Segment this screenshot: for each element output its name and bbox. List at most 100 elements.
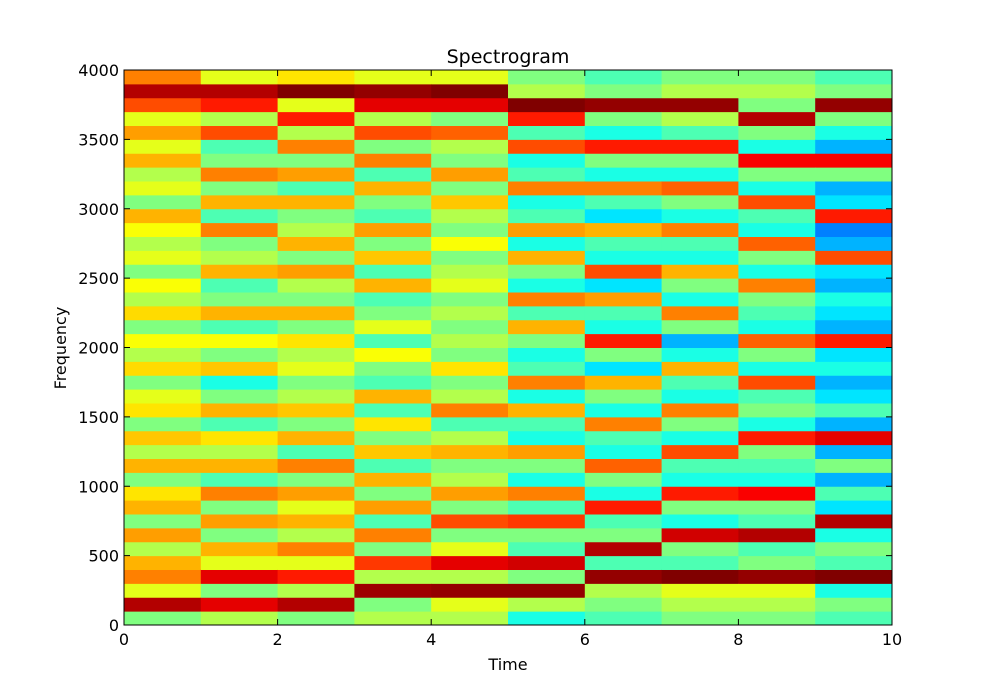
cell xyxy=(431,416,509,432)
cell xyxy=(661,222,739,237)
cell xyxy=(124,181,202,196)
cell xyxy=(200,83,279,99)
cell xyxy=(124,375,202,390)
cell xyxy=(508,125,586,140)
cell xyxy=(200,527,279,543)
cell xyxy=(661,444,739,459)
cell xyxy=(508,472,586,487)
cell xyxy=(431,514,509,529)
cell xyxy=(508,444,586,459)
cell xyxy=(815,500,893,515)
cell xyxy=(431,361,509,376)
cell xyxy=(200,597,279,612)
cell xyxy=(738,527,816,543)
cell xyxy=(815,583,893,598)
cell xyxy=(738,208,816,224)
cell xyxy=(738,83,816,99)
cell xyxy=(354,167,432,182)
cell xyxy=(815,111,893,126)
cell xyxy=(431,611,509,626)
cell xyxy=(584,70,663,85)
cell xyxy=(124,167,202,182)
cell xyxy=(200,305,279,321)
cell xyxy=(277,250,355,265)
cell xyxy=(124,305,202,321)
cell xyxy=(508,403,586,418)
cell xyxy=(661,153,739,168)
cell xyxy=(661,541,739,557)
cell xyxy=(200,555,279,570)
cell xyxy=(661,181,739,196)
cell xyxy=(584,250,663,265)
cell xyxy=(124,70,202,85)
cell xyxy=(431,153,509,168)
cell xyxy=(738,305,816,321)
cell xyxy=(354,527,432,543)
cell xyxy=(661,194,739,210)
cell xyxy=(124,222,202,237)
cell xyxy=(584,583,663,598)
cell xyxy=(200,347,279,362)
cell xyxy=(431,111,509,126)
cell xyxy=(200,97,279,113)
cell xyxy=(815,375,893,390)
cell xyxy=(277,597,355,612)
cell xyxy=(815,458,893,473)
cell xyxy=(277,292,355,307)
cell xyxy=(661,555,739,570)
cell xyxy=(431,458,509,473)
cell xyxy=(661,375,739,390)
cell xyxy=(431,333,509,348)
cell xyxy=(200,292,279,307)
cell xyxy=(815,611,893,626)
cell xyxy=(508,153,586,168)
cell xyxy=(815,444,893,459)
cell xyxy=(354,111,432,126)
cell xyxy=(661,305,739,321)
cell xyxy=(508,389,586,404)
cell xyxy=(738,194,816,210)
cell xyxy=(661,458,739,473)
cell xyxy=(354,278,432,293)
y-tick-label: 3000 xyxy=(78,200,119,219)
cell xyxy=(815,264,893,279)
cell xyxy=(584,305,663,321)
cell xyxy=(815,83,893,99)
cell xyxy=(354,125,432,140)
cell xyxy=(738,375,816,390)
cell xyxy=(354,208,432,224)
cell xyxy=(815,486,893,501)
cell xyxy=(431,181,509,196)
x-tick-label: 6 xyxy=(580,630,590,649)
cell xyxy=(200,278,279,293)
cell xyxy=(584,375,663,390)
cell xyxy=(815,472,893,487)
cell xyxy=(124,514,202,529)
cell xyxy=(815,389,893,404)
cell xyxy=(277,458,355,473)
cell xyxy=(815,292,893,307)
cell xyxy=(738,181,816,196)
cell xyxy=(277,444,355,459)
cell xyxy=(661,514,739,529)
cell xyxy=(277,236,355,251)
cell xyxy=(738,597,816,612)
cell xyxy=(815,514,893,529)
cell xyxy=(584,292,663,307)
cell xyxy=(584,458,663,473)
y-axis-label: Frequency xyxy=(51,307,70,390)
cell xyxy=(354,444,432,459)
cell xyxy=(738,70,816,85)
cell xyxy=(815,347,893,362)
cell xyxy=(815,181,893,196)
cell xyxy=(431,430,509,446)
cell xyxy=(738,486,816,501)
cell xyxy=(738,347,816,362)
cell xyxy=(354,514,432,529)
cell xyxy=(738,236,816,251)
cell xyxy=(815,527,893,543)
cell xyxy=(124,264,202,279)
cell xyxy=(277,194,355,210)
cell xyxy=(354,181,432,196)
